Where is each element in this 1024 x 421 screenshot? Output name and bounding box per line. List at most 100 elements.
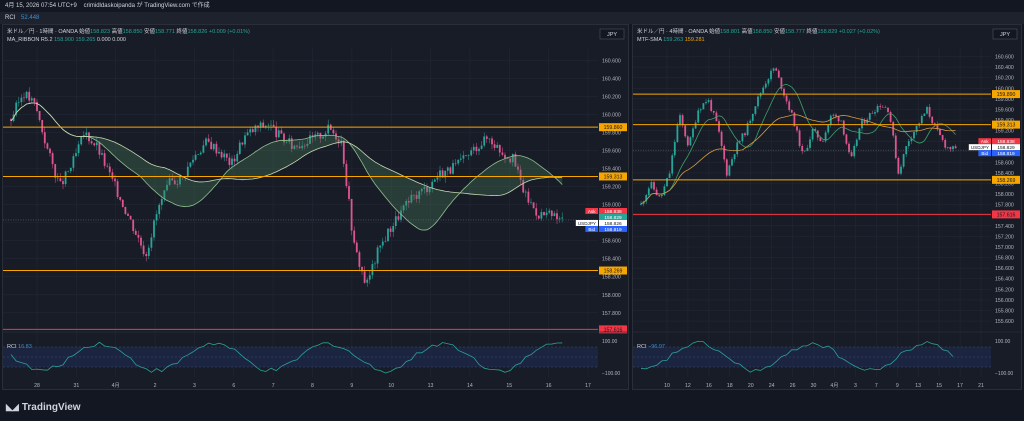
right-candle [679,115,681,125]
left-candle [103,153,106,166]
left-y-tick: 159.200 [602,185,621,191]
left-candle [530,202,532,203]
right-candle [759,93,762,97]
right-y-tick: 158.600 [995,160,1014,166]
right-candle [915,125,918,132]
right-candle [790,110,793,113]
left-candle [509,158,512,163]
right-x-tick: 4月 [830,382,838,389]
left-level-label: 159.860 [604,125,623,131]
right-candle [754,106,757,114]
left-candle [189,162,192,167]
left-candle [10,119,12,121]
left-indicator-name[interactable]: MA_RIBBON R5.2 [7,37,53,43]
right-candle [668,173,671,178]
left-candle [535,208,538,216]
right-chart-panel[interactable]: 160.600 160.400 160.200 160.000 159.800 159.6… [632,24,1023,391]
left-rci-value: 16.83 [18,344,32,350]
left-candle [296,145,298,147]
right-level-label: 159.313 [997,123,1016,129]
left-candle [407,201,410,203]
right-indicator-name[interactable]: MTF-SMA [637,37,662,43]
right-y-tick: 156.800 [995,256,1014,262]
right-candle [686,136,689,146]
right-candle [803,150,806,152]
right-y-tick: 160.600 [995,55,1014,61]
right-candle [931,116,934,124]
right-candle [874,112,876,114]
rci-strip-label: RCI [5,15,16,21]
right-candle [941,135,944,140]
right-candle [848,143,850,153]
left-candle [38,111,41,120]
left-marker-price: 158.819 [604,227,622,233]
left-candle [558,218,561,220]
right-y-tick: 157.200 [995,234,1014,240]
right-rci-tick: 100.00 [995,339,1011,345]
right-y-tick: 156.400 [995,277,1014,283]
right-candle [910,138,913,142]
right-marker-price-bg [992,144,1020,151]
left-candle [98,142,101,155]
left-candle [153,220,155,238]
left-chart-panel[interactable]: 160.600 160.400 160.200 160.000 159.800 159.6… [2,24,630,391]
left-candle [132,219,135,231]
right-x-tick: 9 [896,383,899,389]
left-candle [553,213,556,217]
left-chart-canvas[interactable]: 160.600160.400160.200160.000159.800159.6… [3,25,630,391]
right-x-tick: 15 [936,383,942,389]
left-y-tick: 159.400 [602,167,621,173]
right-candle [881,106,884,108]
left-candle [275,126,278,138]
right-candle [699,109,702,111]
right-candle [684,125,687,137]
left-marker-price-bg [599,219,627,226]
left-candle [345,163,348,187]
left-candle [324,133,327,137]
right-y-tick: 157.800 [995,203,1014,209]
left-candle [285,141,288,143]
right-candle [702,103,705,110]
left-candle [212,143,215,150]
left-close-label: 終値 [176,29,188,35]
left-symbol-line: 米ドル／円 · 1時間 · OANDA [7,29,78,35]
right-candle [746,123,749,136]
right-y-tick: 158.000 [995,192,1014,198]
left-marker-price: 158.826 [604,221,622,227]
left-y-tick: 158.600 [602,239,621,245]
left-candle [556,213,558,220]
left-y-tick: 157.800 [602,311,621,317]
left-candle [519,169,522,180]
right-rci-band [633,347,991,367]
left-candle [405,201,408,206]
left-candle [316,132,319,135]
left-candle [441,170,444,178]
header-bar: 4月 15, 2026 07:54 UTC+9 crimidldaskoipan… [0,0,1024,12]
right-chart-canvas[interactable]: 160.600 160.400 160.200 160.000 159.800 159.6… [633,25,1023,391]
right-candle [868,113,871,120]
right-candle [835,114,837,117]
left-open-label: 始値 [79,29,91,35]
left-candle [41,119,44,133]
left-candle [506,158,509,159]
right-candle [806,147,809,151]
right-candle [783,88,785,96]
left-candle [150,237,153,248]
left-candle [280,130,283,134]
left-candle [459,158,462,160]
right-y-tick: 158.200 [995,182,1014,188]
left-candle [361,266,363,272]
left-candle [236,153,239,162]
right-candle [650,182,653,189]
left-candle [145,254,148,256]
left-candle [257,125,259,128]
left-legend: 米ドル／円 · 1時間 · OANDA 始値158.823 高値158.850 … [7,28,250,44]
left-candle [358,252,361,267]
right-y-tick: 160.000 [995,86,1014,92]
left-candle [444,170,447,178]
tradingview-logo[interactable]: ◣◢ TradingView [6,402,81,413]
left-candle [485,136,488,139]
left-marker-label: Bid [588,227,595,232]
right-candle [822,141,824,142]
right-candle [697,110,700,123]
